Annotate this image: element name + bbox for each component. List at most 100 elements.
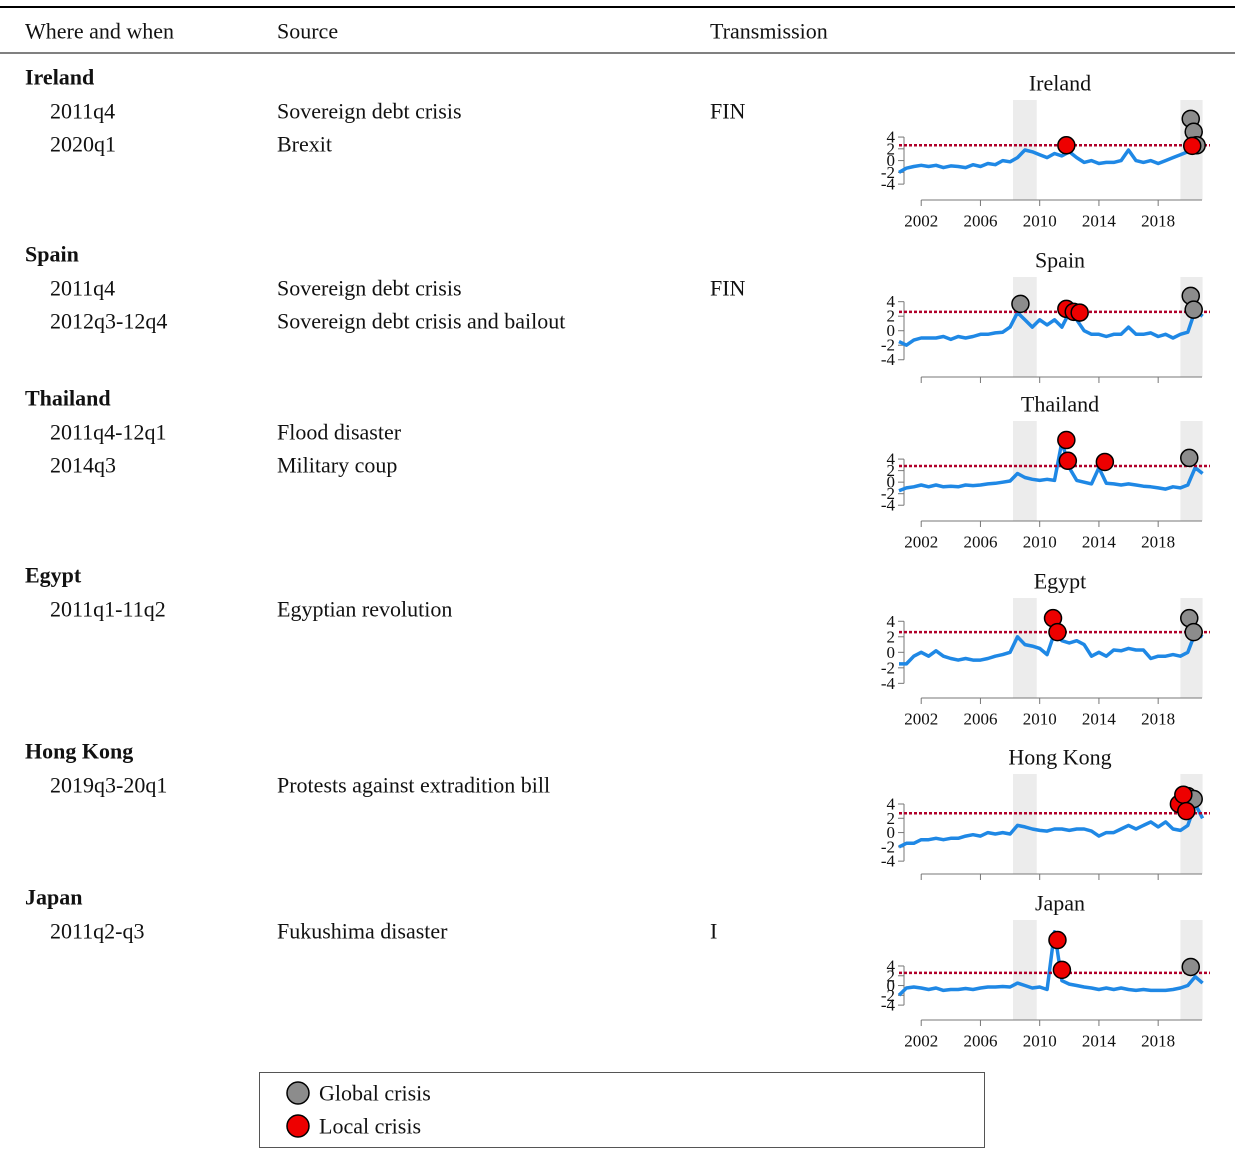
y-tick-label: 0 [887,473,896,492]
country: Spain [25,242,79,267]
x-tick-label: 2010 [1023,1032,1057,1051]
crisis-marker [1184,300,1203,319]
y-tick-label: -4 [881,674,896,693]
event-date: 2020q1 [50,132,116,157]
legend-label: Local crisis [319,1114,421,1139]
event-date: 2011q4 [50,99,115,124]
event-source: Egyptian revolution [277,597,452,622]
event-source: Fukushima disaster [277,919,448,944]
x-tick-label: 2018 [1141,1032,1175,1051]
event-source: Protests against extradition bill [277,773,550,798]
line-series [898,802,1205,849]
country: Japan [25,885,82,910]
event-transmission: I [710,919,717,944]
x-tick-label: 2002 [904,533,938,552]
line-series [898,440,1204,493]
y-tick-label: 2 [887,966,896,985]
shaded-period [1013,598,1037,698]
chart-title: Spain [1035,248,1085,273]
shaded-period [1180,421,1203,521]
line-series [897,929,1204,997]
y-tick-label: 0 [887,151,896,170]
y-tick-label: -4 [881,852,896,871]
crisis-marker [1182,136,1202,156]
event-date: 2011q1-11q2 [50,597,166,622]
x-tick-label: 2006 [963,212,997,231]
event-date: 2011q4 [50,276,115,301]
event-date: 2011q2-q3 [50,919,145,944]
event-date: 2014q3 [50,453,116,478]
y-tick-label: 0 [887,823,896,842]
event-date: 2012q3-12q4 [50,309,167,334]
x-tick-label: 2010 [1023,710,1057,729]
y-tick-label: 0 [887,321,896,340]
y-tick-label: 2 [887,139,896,158]
line-series [898,308,1204,347]
crisis-marker [1058,451,1078,471]
crisis-marker [1095,452,1115,472]
y-tick-label: -2 [881,986,895,1005]
crisis-marker [1057,136,1076,155]
chart-title: Ireland [1029,71,1091,96]
crisis-marker [1181,957,1200,977]
shaded-period [1013,774,1037,874]
country: Ireland [25,65,94,90]
x-tick-label: 2010 [1023,212,1057,231]
y-tick-label: -2 [881,484,895,503]
event-date: 2019q3-20q1 [50,773,167,798]
event-source: Military coup [277,453,397,478]
x-tick-label: 2006 [963,1032,997,1051]
event-source: Sovereign debt crisis [277,276,462,301]
y-tick-label: 4 [887,612,896,631]
event-transmission: FIN [710,276,746,301]
event-date: 2011q4-12q1 [50,420,167,445]
line-series [899,631,1204,666]
event-source: Flood disaster [277,420,402,445]
y-tick-label: -4 [881,350,896,369]
x-tick-label: 2002 [904,710,938,729]
x-tick-label: 2006 [963,710,997,729]
x-tick-label: 2006 [963,533,997,552]
x-tick-label: 2014 [1082,710,1117,729]
x-tick-label: 2014 [1082,1032,1117,1051]
x-tick-label: 2010 [1023,533,1057,552]
country: Hong Kong [25,739,133,764]
y-tick-label: -2 [881,336,895,355]
y-tick-label: 0 [887,976,896,995]
legend-label: Global crisis [319,1081,431,1106]
x-tick-label: 2002 [904,1032,938,1051]
x-tick-label: 2018 [1141,533,1175,552]
event-source: Brexit [277,132,332,157]
crisis-marker [1052,960,1072,980]
x-tick-label: 2014 [1082,533,1117,552]
crisis-marker [1011,294,1030,314]
y-tick-label: -2 [881,837,895,856]
line-series [898,141,1204,174]
column-header: Transmission [710,19,828,44]
chart-title: Thailand [1021,392,1099,417]
legend-marker [286,1081,310,1105]
y-tick-label: -4 [881,996,896,1015]
column-header: Where and when [25,19,174,44]
crisis-marker [1184,622,1203,642]
shaded-period [1013,920,1037,1020]
y-tick-label: 2 [887,627,896,646]
y-tick-label: -4 [881,175,896,194]
chart-title: Hong Kong [1008,745,1111,770]
column-header: Source [277,19,338,44]
event-transmission: FIN [710,99,746,124]
y-tick-label: 2 [887,461,896,480]
country: Egypt [25,563,82,588]
x-tick-label: 2018 [1141,710,1175,729]
legend-marker [286,1114,310,1138]
crisis-marker [1174,785,1193,804]
x-tick-label: 2002 [904,212,938,231]
chart-title: Egypt [1034,569,1087,594]
y-tick-label: 4 [887,292,896,311]
crisis-marker [1057,430,1076,450]
y-tick-label: 2 [887,307,896,326]
y-tick-label: 2 [887,809,896,828]
crisis-marker [1180,448,1199,468]
legend-box [259,1072,985,1148]
